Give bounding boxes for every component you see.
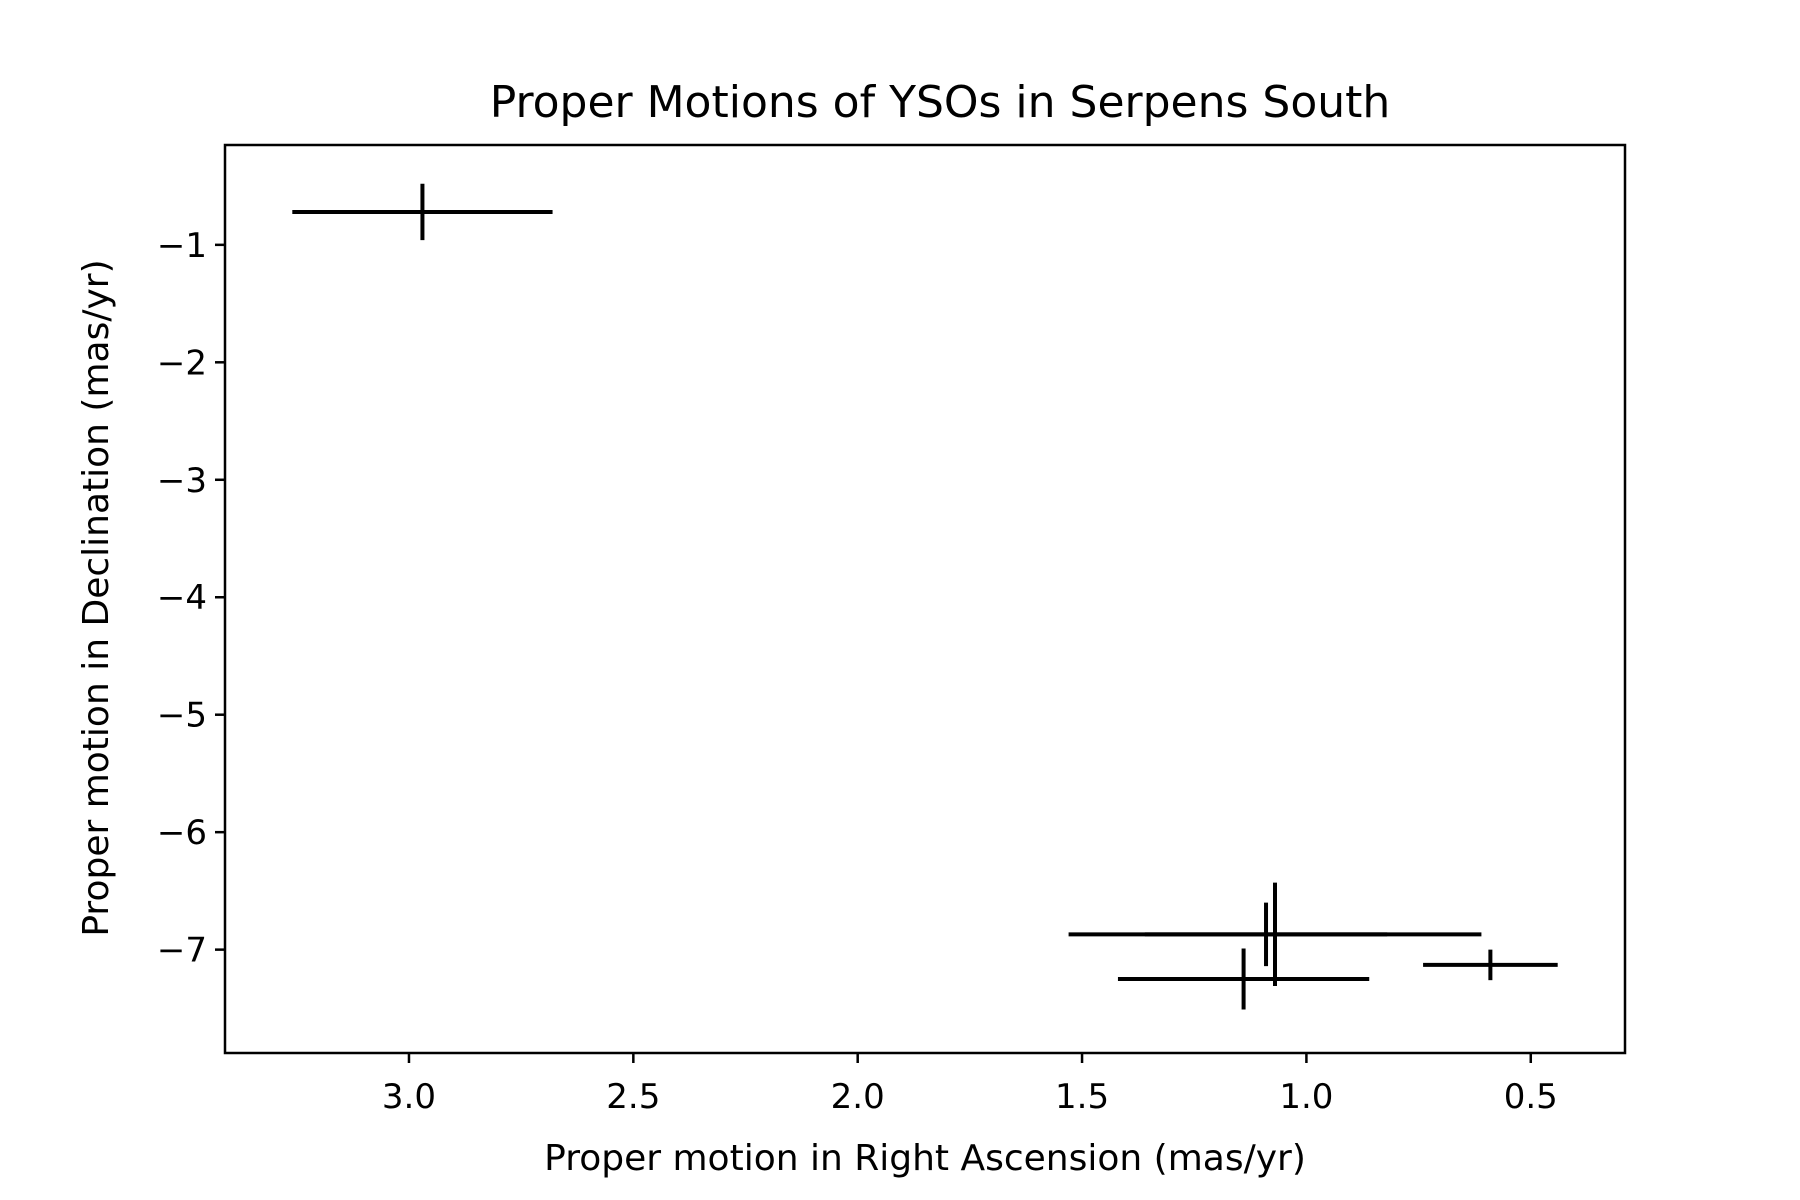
data-point xyxy=(1423,949,1558,981)
x-tick-label: 2.5 xyxy=(606,1077,660,1117)
y-tick-label: −4 xyxy=(157,578,207,618)
x-tick-label: 0.5 xyxy=(1504,1077,1558,1117)
y-tick-label: −3 xyxy=(157,461,207,501)
y-tick-label: −7 xyxy=(157,931,207,971)
y-axis-ticks: −1 −2 −3 −4 −5 −6 −7 xyxy=(157,226,225,971)
x-axis-label: Proper motion in Right Ascension (mas/yr… xyxy=(544,1138,1306,1179)
data-point xyxy=(1144,902,1388,967)
y-tick-label: −5 xyxy=(157,696,207,736)
data-point xyxy=(292,183,553,241)
x-axis-ticks: 3.0 2.5 2.0 1.5 1.0 0.5 xyxy=(382,1053,1558,1117)
error-bars xyxy=(292,183,1558,1010)
x-tick-label: 2.0 xyxy=(831,1077,885,1117)
y-tick-label: −1 xyxy=(157,226,207,266)
x-tick-label: 3.0 xyxy=(382,1077,436,1117)
data-point xyxy=(1117,948,1370,1010)
y-tick-label: −2 xyxy=(157,343,207,383)
x-tick-label: 1.5 xyxy=(1055,1077,1109,1117)
y-axis-label: Proper motion in Declination (mas/yr) xyxy=(76,259,117,936)
plot-frame xyxy=(223,143,1627,1055)
x-tick-label: 1.0 xyxy=(1279,1077,1333,1117)
y-tick-label: −6 xyxy=(157,813,207,853)
chart-title: Proper Motions of YSOs in Serpens South xyxy=(490,77,1391,128)
